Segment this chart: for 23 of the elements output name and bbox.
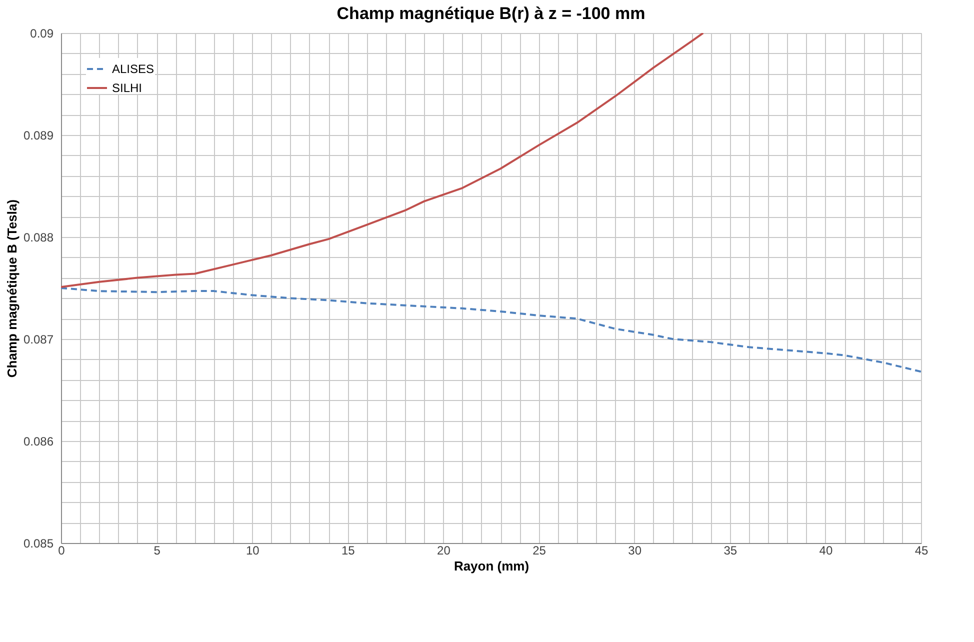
y-tick-label: 0.087 bbox=[23, 332, 54, 346]
y-tick-label: 0.086 bbox=[23, 434, 54, 448]
line-series bbox=[61, 33, 704, 288]
chart-title: Champ magnétique B(r) à z = -100 mm bbox=[336, 4, 646, 23]
x-tick-label: 20 bbox=[437, 544, 451, 558]
x-tick-label: 0 bbox=[58, 544, 66, 558]
y-tick-label: 0.088 bbox=[23, 230, 54, 244]
y-tick-label: 0.089 bbox=[23, 128, 54, 142]
legend-label: ALISES bbox=[112, 62, 154, 76]
y-tick-label: 0.09 bbox=[30, 26, 54, 40]
x-tick-label: 35 bbox=[724, 544, 738, 558]
legend-label: SILHI bbox=[112, 81, 142, 95]
line-series bbox=[61, 287, 921, 373]
y-tick-label: 0.085 bbox=[23, 536, 54, 550]
y-axis-title: Champ magnétique B (Tesla) bbox=[4, 199, 20, 378]
x-tick-label: 25 bbox=[532, 544, 546, 558]
x-tick-label: 5 bbox=[154, 544, 161, 558]
x-tick-label: 45 bbox=[914, 544, 928, 558]
x-tick-label: 15 bbox=[341, 544, 356, 558]
x-tick-label: 40 bbox=[819, 544, 833, 558]
x-axis-title: Rayon (mm) bbox=[454, 558, 530, 574]
x-tick-label: 10 bbox=[246, 544, 260, 558]
x-tick-label: 30 bbox=[628, 544, 642, 558]
